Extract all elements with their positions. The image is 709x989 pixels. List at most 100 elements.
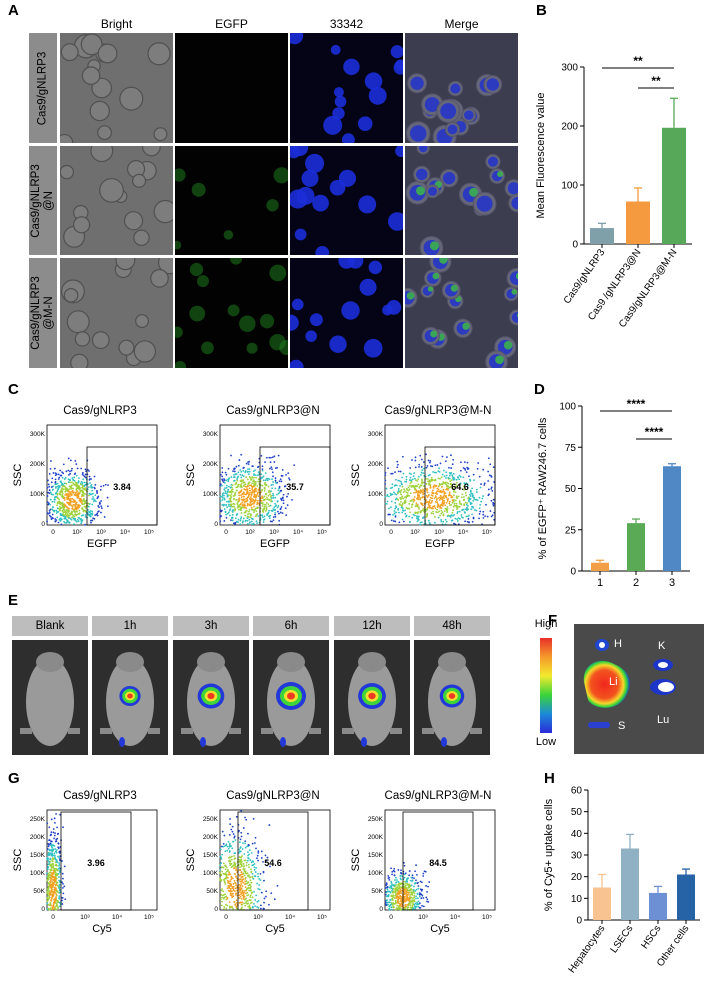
event-dot: [258, 884, 261, 886]
event-dot: [88, 492, 91, 495]
event-dot: [246, 498, 249, 501]
egfp-spot: [201, 341, 214, 355]
event-dot: [422, 492, 425, 495]
event-dot: [394, 889, 397, 892]
event-dot: [241, 848, 244, 850]
event-dot: [84, 476, 87, 479]
organ-label-s: S: [618, 720, 626, 732]
event-dot: [453, 522, 455, 525]
event-dot: [403, 896, 405, 899]
event-dot: [242, 842, 244, 845]
event-dot: [68, 479, 71, 482]
event-dot: [250, 508, 253, 511]
event-dot: [461, 493, 464, 496]
event-dot: [444, 507, 447, 510]
event-dot: [244, 880, 247, 883]
event-dot: [46, 520, 48, 523]
event-dot: [82, 497, 85, 500]
event-dot: [387, 495, 390, 498]
event-dot: [61, 860, 63, 862]
event-dot: [232, 840, 235, 843]
event-dot: [234, 508, 237, 511]
event-dot: [397, 492, 399, 495]
event-dot: [230, 476, 233, 478]
event-dot: [61, 899, 63, 902]
event-dot: [473, 498, 476, 500]
event-dot: [260, 891, 263, 894]
event-dot: [67, 517, 70, 519]
event-dot: [81, 473, 84, 476]
event-dot: [434, 507, 437, 510]
event-dot: [241, 501, 244, 504]
event-dot: [275, 504, 278, 507]
event-dot: [431, 495, 434, 497]
event-dot: [256, 522, 259, 525]
event-dot: [408, 494, 411, 497]
event-dot: [248, 508, 251, 511]
event-dot: [73, 479, 76, 482]
event-dot: [51, 884, 53, 887]
event-dot: [398, 891, 400, 894]
event-dot: [404, 898, 407, 900]
event-dot: [415, 864, 417, 867]
organ-label-h: H: [614, 638, 622, 650]
event-dot: [91, 519, 94, 522]
event-dot: [56, 490, 59, 492]
event-dot: [410, 884, 413, 887]
event-dot: [432, 512, 435, 515]
event-dot: [55, 840, 58, 843]
cell-outline: [153, 127, 168, 142]
event-dot: [434, 500, 437, 503]
event-dot: [449, 494, 451, 497]
event-dot: [470, 492, 473, 494]
event-dot: [74, 460, 77, 462]
event-dot: [403, 880, 406, 883]
event-dot: [66, 507, 69, 509]
panel-label-g: G: [8, 770, 20, 787]
event-dot: [469, 489, 472, 492]
event-dot: [235, 869, 237, 872]
event-dot: [91, 513, 94, 516]
event-dot: [67, 469, 70, 472]
event-dot: [268, 509, 270, 512]
row-label-3: Cas9/gNLRP3 @M-N: [29, 258, 57, 368]
event-dot: [442, 481, 445, 483]
micrograph-bright-row3: [60, 258, 173, 368]
event-dot: [454, 517, 457, 520]
event-dot: [480, 483, 482, 485]
event-dot: [458, 500, 461, 503]
significance-label: **: [651, 74, 661, 88]
event-dot: [247, 485, 249, 488]
event-dot: [247, 884, 250, 887]
event-dot: [412, 907, 414, 910]
event-dot: [231, 885, 234, 888]
event-dot: [243, 853, 246, 855]
timepoint-label-4: 6h: [253, 616, 329, 636]
event-dot: [96, 497, 99, 500]
event-dot: [225, 895, 228, 898]
event-dot: [439, 477, 441, 480]
event-dot: [258, 888, 261, 891]
event-dot: [424, 870, 427, 873]
event-dot: [265, 506, 268, 508]
event-dot: [232, 888, 235, 890]
mouse-head: [438, 652, 466, 672]
event-dot: [74, 519, 77, 522]
event-dot: [405, 496, 408, 499]
event-dot: [229, 499, 232, 502]
event-dot: [456, 520, 459, 522]
event-dot: [420, 471, 423, 474]
event-dot: [452, 490, 455, 493]
event-dot: [222, 492, 225, 495]
event-dot: [230, 491, 233, 494]
event-dot: [469, 478, 471, 481]
event-dot: [438, 467, 441, 470]
event-dot: [403, 873, 406, 876]
event-dot: [415, 479, 417, 482]
event-dot: [61, 471, 63, 474]
event-dot: [225, 907, 228, 910]
event-dot: [429, 496, 432, 499]
event-dot: [280, 506, 283, 508]
event-dot: [52, 509, 54, 512]
event-dot: [236, 478, 238, 481]
